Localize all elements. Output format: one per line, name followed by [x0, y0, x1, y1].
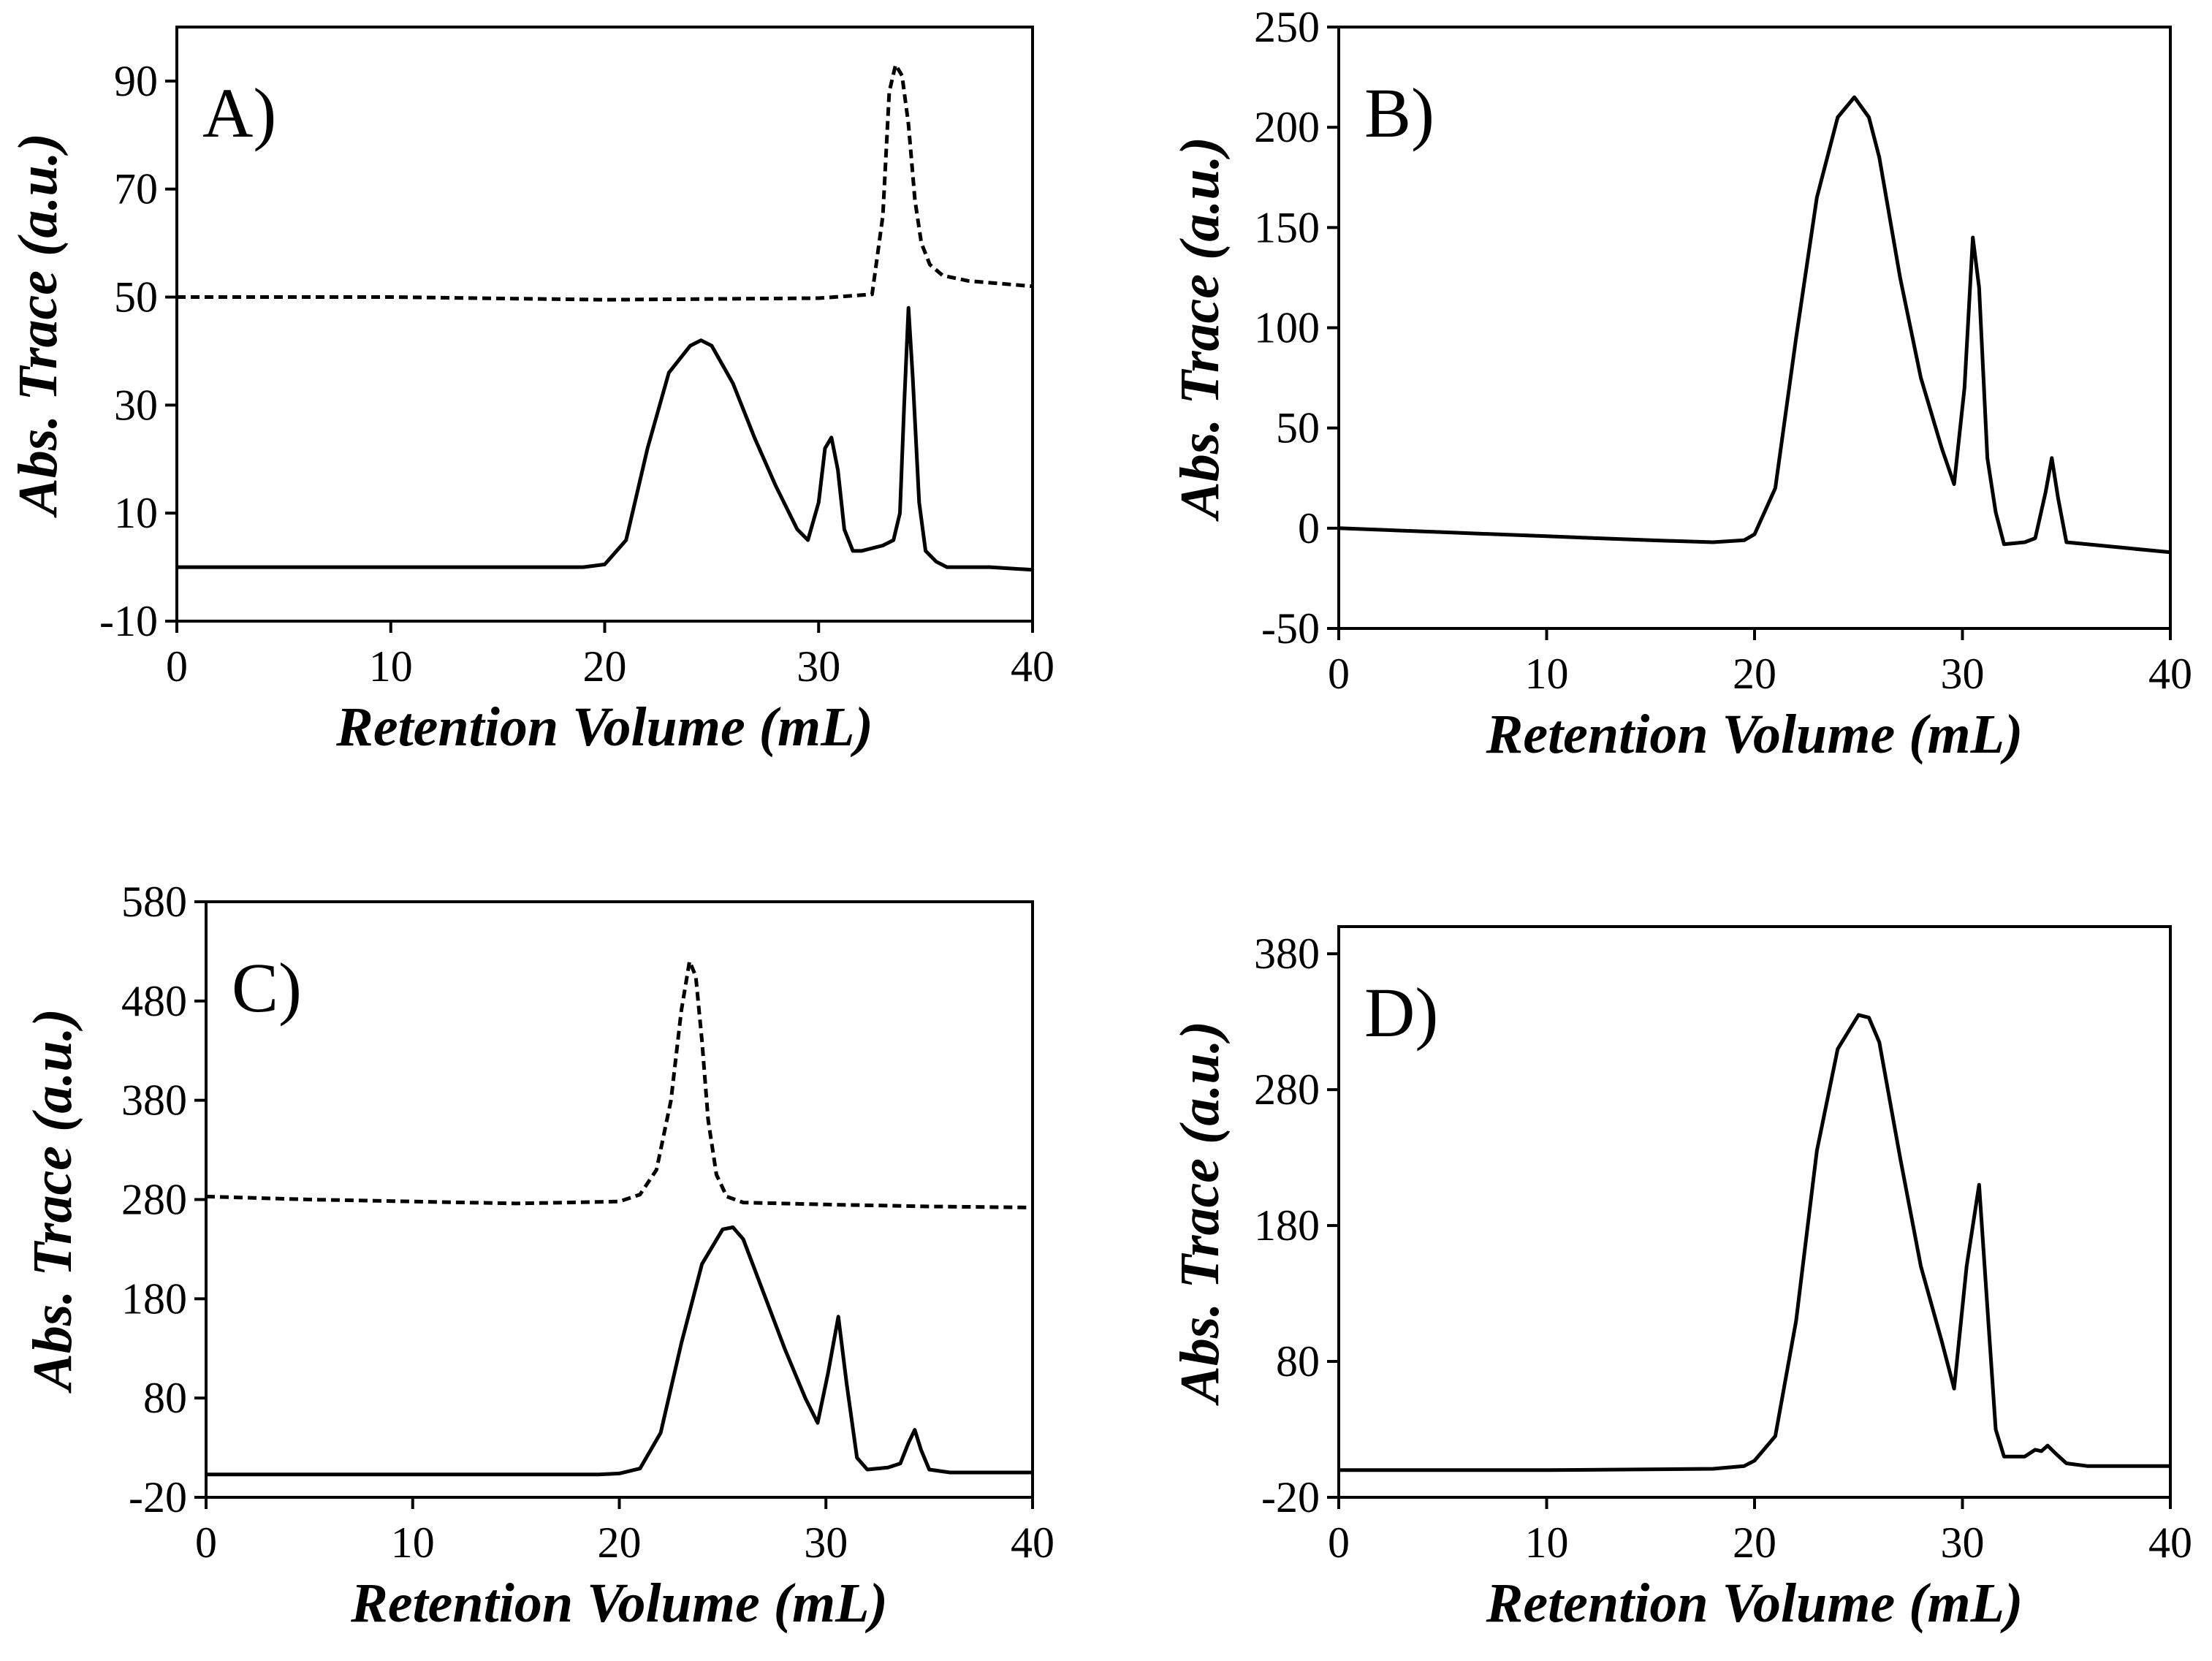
x-tick-label: 40 [2148, 1519, 2192, 1567]
x-tick-label: 10 [1525, 650, 1569, 698]
series-solid-line [1339, 1013, 2170, 1472]
x-tick-label: 10 [391, 1519, 435, 1567]
panel-label-a: A) [202, 74, 276, 152]
y-tick-label: 380 [121, 1076, 187, 1125]
plot-frame [205, 900, 1034, 1499]
y-tick-label: 100 [1254, 304, 1320, 352]
y-tick-label: 280 [121, 1176, 187, 1224]
series-dashed-line [205, 959, 1033, 1209]
series-solid-line [1338, 95, 2171, 555]
plot-frame [175, 26, 1034, 623]
y-tick-label: 480 [121, 977, 187, 1025]
x-axis-title: Retention Volume (mL) [1486, 704, 2023, 765]
x-tick-label: 40 [1011, 1519, 1054, 1567]
y-tick-label: 250 [1254, 3, 1320, 51]
chart-panel-c: 0 10 20 30 40 -20 80 180 280 380 480 580 Retention V… [22, 878, 1054, 1634]
y-tick-label: 380 [1254, 930, 1320, 978]
x-tick-label: 20 [583, 642, 627, 691]
x-tick-label: 20 [598, 1519, 642, 1567]
series-solid-line [177, 305, 1033, 572]
y-tick-label: -20 [1261, 1473, 1320, 1521]
y-tick-label: -10 [99, 597, 158, 645]
x-tick-label: 40 [1011, 642, 1054, 691]
panel-label-c: C) [232, 949, 302, 1027]
y-tick-label: 80 [1276, 1337, 1320, 1386]
x-tick-label: 40 [2148, 650, 2192, 698]
y-tick-label: 200 [1254, 103, 1320, 151]
y-tick-label: 580 [121, 878, 187, 926]
x-axis-title: Retention Volume (mL) [350, 1573, 888, 1634]
y-tick-label: 80 [143, 1374, 187, 1422]
x-tick-label: 0 [1328, 650, 1350, 698]
y-tick-label: 50 [1276, 404, 1320, 452]
x-tick-label: 30 [1941, 1519, 1985, 1567]
x-tick-label: 0 [1328, 1519, 1350, 1567]
y-tick-label: 70 [114, 165, 158, 213]
y-axis-title: Abs. Trace (a.u.) [7, 133, 69, 518]
y-axis-title: Abs. Trace (a.u.) [22, 1008, 83, 1394]
y-tick-label: 150 [1254, 203, 1320, 251]
y-tick-label: 50 [114, 273, 158, 322]
x-axis-title: Retention Volume (mL) [335, 696, 873, 758]
x-tick-label: 20 [1733, 650, 1776, 698]
series-dashed-line [177, 63, 1033, 302]
y-tick-label: -50 [1261, 604, 1320, 653]
y-axis-title: Abs. Trace (a.u.) [1169, 137, 1231, 522]
x-tick-label: 10 [1525, 1519, 1569, 1567]
y-tick-label: 180 [121, 1274, 187, 1323]
y-tick-label: 180 [1254, 1201, 1320, 1250]
x-tick-label: 30 [804, 1519, 848, 1567]
y-tick-label: -20 [129, 1473, 187, 1521]
plot-frame [1337, 26, 2172, 630]
plot-frame [1337, 925, 2172, 1499]
y-tick-label: 90 [114, 57, 158, 105]
x-tick-label: 0 [166, 642, 188, 691]
y-tick-label: 10 [114, 489, 158, 537]
x-tick-label: 20 [1733, 1519, 1776, 1567]
x-tick-label: 0 [195, 1519, 217, 1567]
chart-panel-d: 0 10 20 30 40 -20 80 180 280 380 Retention Volume … [1169, 925, 2192, 1634]
x-tick-label: 10 [369, 642, 413, 691]
y-tick-label: 0 [1298, 504, 1320, 552]
x-tick-label: 30 [1941, 650, 1985, 698]
x-tick-label: 30 [797, 642, 840, 691]
x-axis-title: Retention Volume (mL) [1486, 1573, 2023, 1634]
y-tick-label: 30 [114, 381, 158, 429]
panel-label-b: B) [1364, 74, 1434, 152]
chart-panel-a: 0 10 20 30 40 -10 10 30 50 70 90 Retention Volume (… [7, 26, 1054, 758]
y-tick-label: 280 [1254, 1065, 1320, 1114]
panel-label-d: D) [1364, 973, 1438, 1052]
series-solid-line [206, 1225, 1033, 1477]
y-axis-title: Abs. Trace (a.u.) [1169, 1021, 1231, 1406]
